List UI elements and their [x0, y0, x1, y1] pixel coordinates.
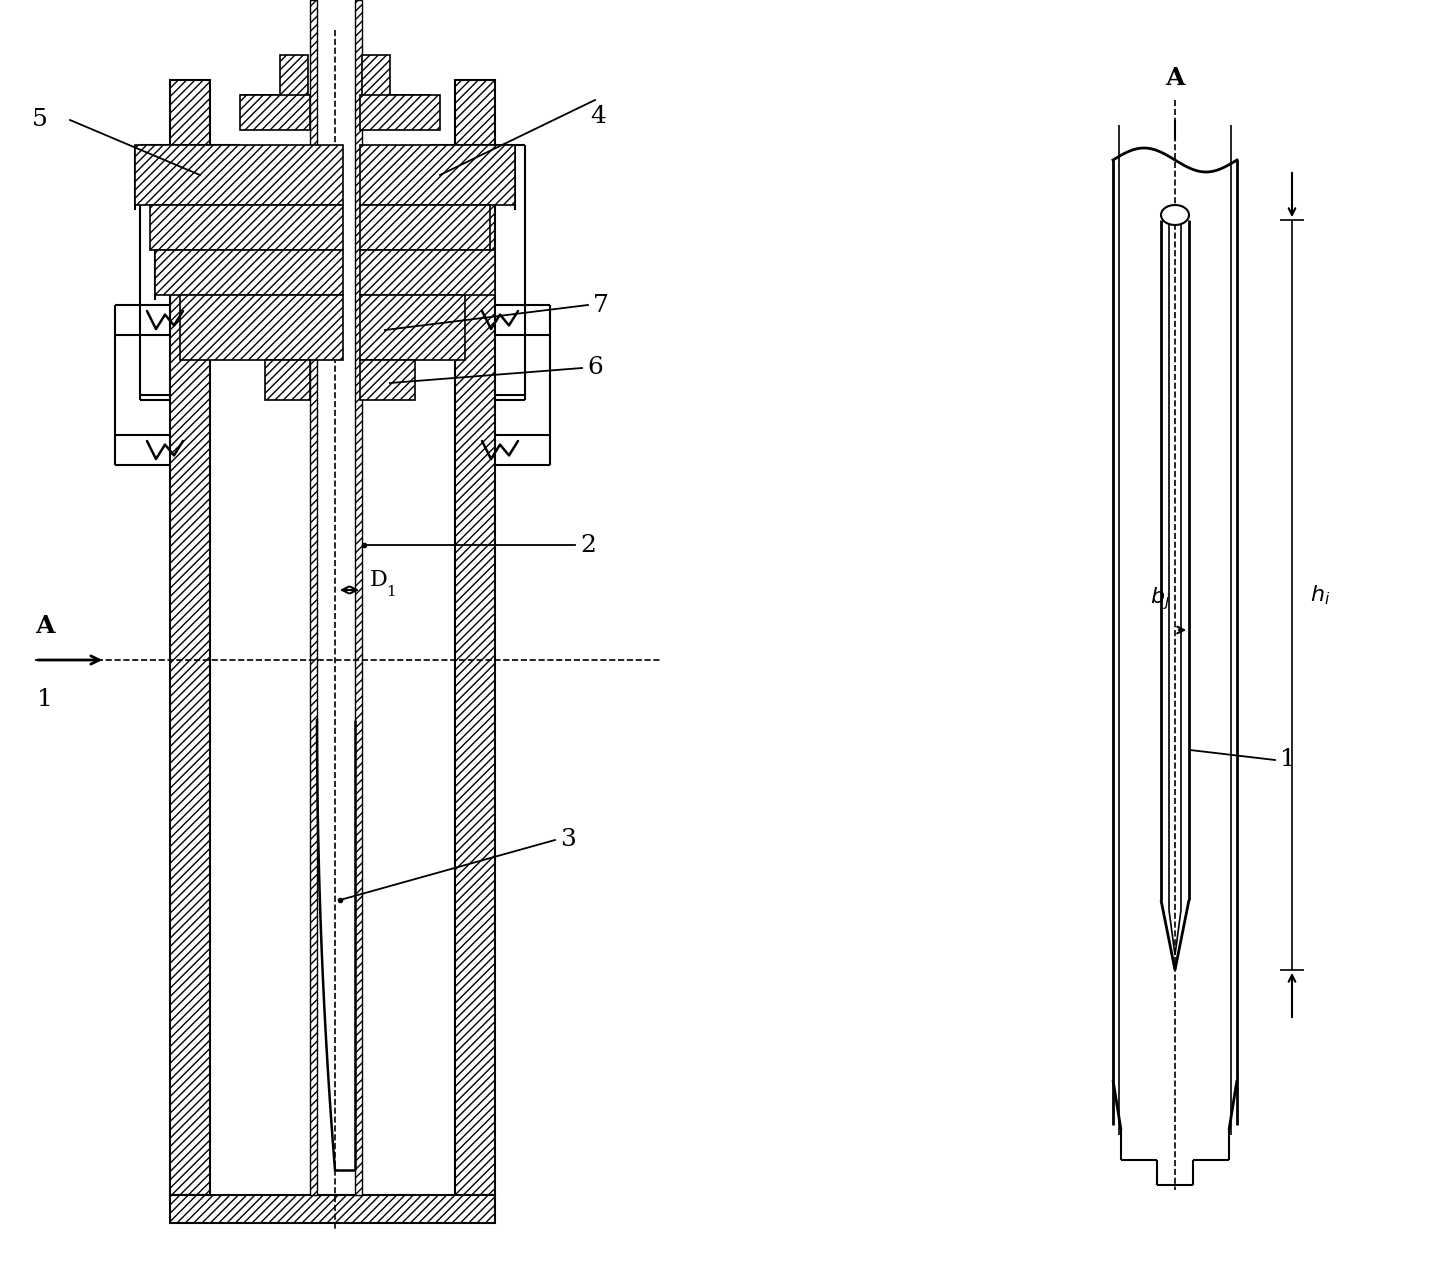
Text: 7: 7 — [593, 294, 609, 317]
Bar — [360, 250, 495, 295]
Bar — [280, 56, 309, 105]
Text: A: A — [35, 615, 55, 639]
Text: 3: 3 — [561, 828, 577, 852]
Text: 2: 2 — [579, 534, 596, 557]
Text: A: A — [1165, 66, 1185, 90]
Bar — [240, 95, 310, 130]
Text: 1: 1 — [36, 688, 52, 711]
Bar — [454, 80, 495, 1195]
Text: 5: 5 — [32, 109, 48, 131]
Text: 1: 1 — [1280, 748, 1296, 771]
Text: 1: 1 — [386, 586, 396, 599]
Bar — [355, 0, 363, 1195]
Bar — [310, 0, 317, 1195]
Bar — [170, 80, 210, 1195]
Ellipse shape — [1160, 204, 1190, 225]
Bar — [170, 1195, 495, 1223]
Text: 4: 4 — [590, 105, 606, 127]
Bar — [363, 56, 390, 105]
Bar — [150, 204, 344, 250]
Bar — [360, 145, 515, 204]
Bar — [154, 250, 344, 295]
Text: $h_i$: $h_i$ — [1310, 583, 1331, 607]
Bar — [181, 295, 344, 360]
Bar — [360, 295, 464, 360]
Bar — [360, 204, 491, 250]
Bar — [135, 145, 344, 204]
Text: 6: 6 — [587, 356, 603, 380]
Bar — [360, 95, 440, 130]
Bar — [265, 360, 310, 400]
Bar — [360, 360, 415, 400]
Text: $b_j$: $b_j$ — [1150, 586, 1171, 612]
Text: D: D — [370, 569, 387, 591]
